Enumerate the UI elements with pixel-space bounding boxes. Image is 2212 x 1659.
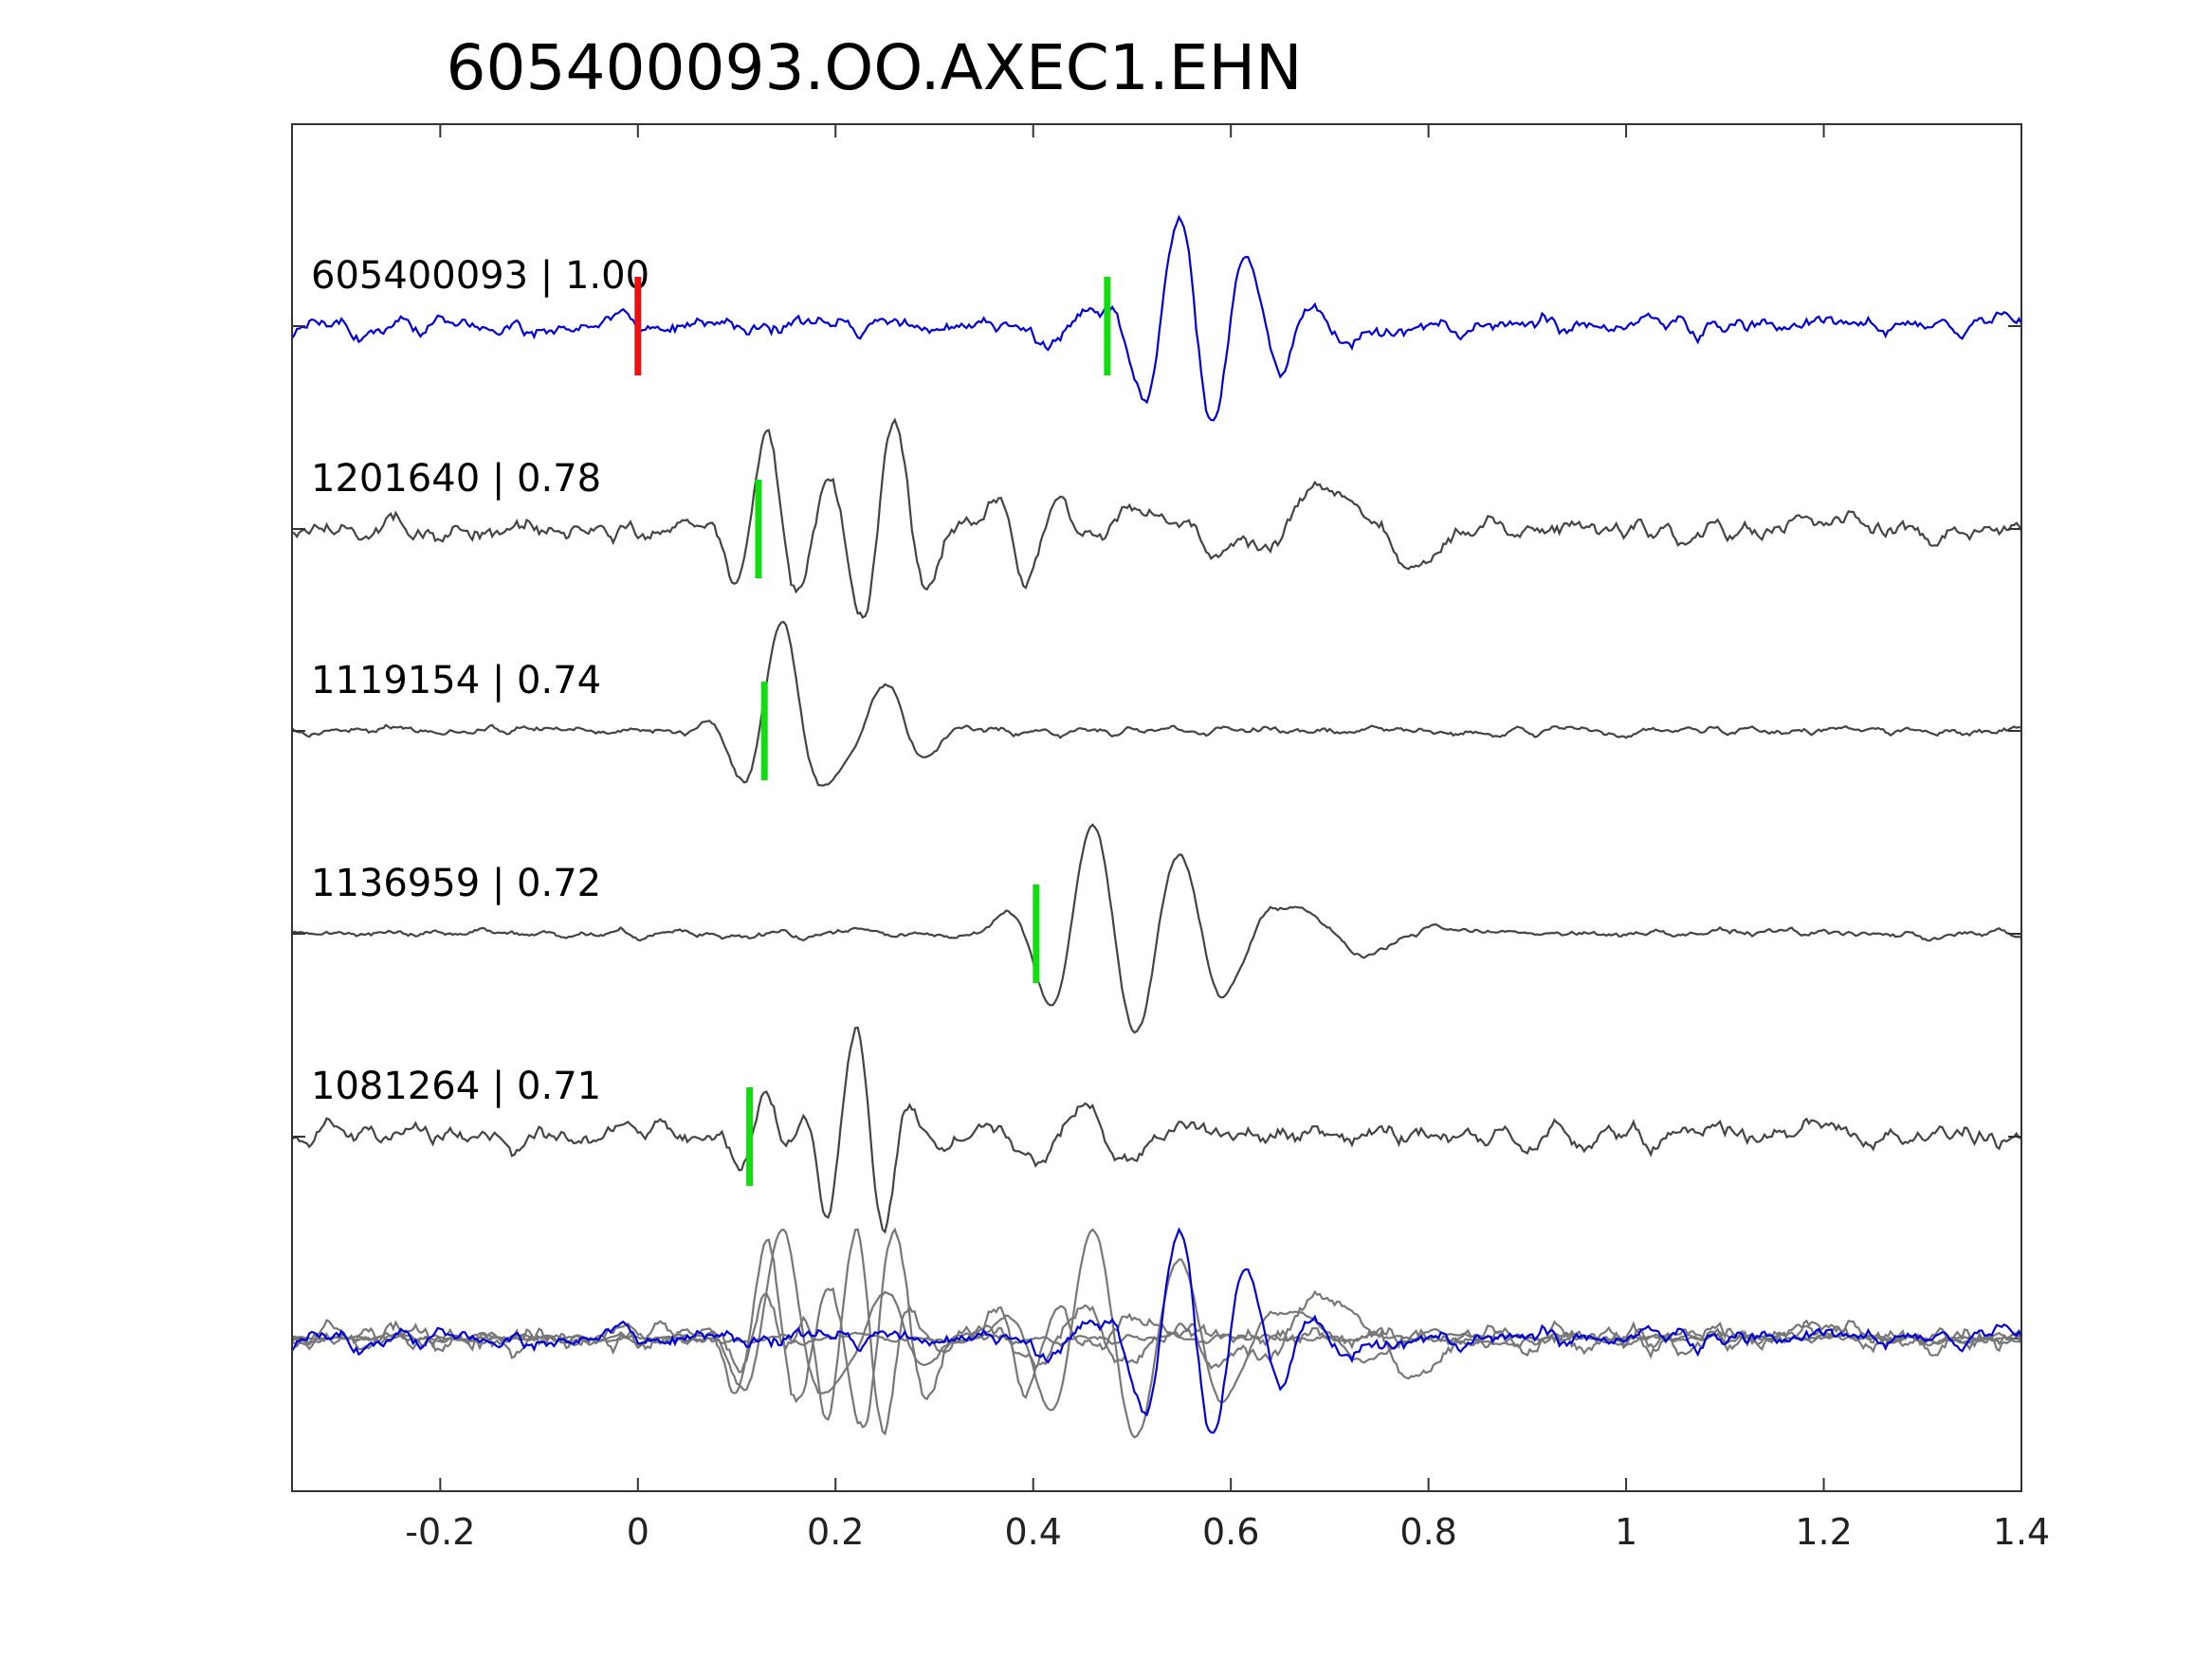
x-tick-label: 1.2 xyxy=(1795,1511,1852,1553)
overlay-stack xyxy=(291,1227,2022,1439)
trace-label: 1201640 | 0.78 xyxy=(311,457,601,501)
trace-2: 1201640 | 0.78 xyxy=(291,417,2022,619)
chart-title: 605400093.OO.AXEC1.EHN xyxy=(447,31,1303,104)
trace-line xyxy=(291,214,2022,422)
trace-4: 1136959 | 0.72 xyxy=(291,823,2022,1034)
trace-5: 1081264 | 0.71 xyxy=(291,1026,2022,1234)
axes-frame xyxy=(291,123,2022,1492)
trace-line xyxy=(291,823,2022,1034)
trace-line xyxy=(291,1026,2022,1234)
x-tick-label: 0.8 xyxy=(1399,1511,1456,1553)
overlay-trace xyxy=(291,1228,2022,1395)
trace-label: 1119154 | 0.74 xyxy=(311,659,601,702)
trace-label: 1081264 | 0.71 xyxy=(311,1065,601,1108)
x-tick-label: 1.4 xyxy=(1993,1511,2050,1553)
x-tick-label: 0.2 xyxy=(807,1511,864,1553)
overlay-trace xyxy=(291,1227,2022,1429)
overlay-trace xyxy=(291,1228,2022,1436)
plot-area: 605400093 | 1.00 1201640 | 0.78 1119154 | … xyxy=(291,214,2022,1439)
x-tick-label: 1 xyxy=(1615,1511,1637,1553)
trace-1: 605400093 | 1.00 xyxy=(291,214,2022,422)
trace-line xyxy=(291,620,2022,787)
x-axis: -0.2 0 0.2 0.4 0.6 0.8 1 1.2 1.4 xyxy=(405,124,2050,1553)
trace-label: 605400093 | 1.00 xyxy=(311,254,649,298)
overlay-main-trace xyxy=(291,1227,2022,1434)
x-tick-label: 0.6 xyxy=(1202,1511,1259,1553)
trace-label: 1136959 | 0.72 xyxy=(311,862,601,905)
x-tick-label: 0 xyxy=(627,1511,649,1553)
x-tick-label: 0.4 xyxy=(1004,1511,1061,1553)
x-tick-label: -0.2 xyxy=(405,1511,475,1553)
trace-line xyxy=(291,417,2022,619)
trace-3: 1119154 | 0.74 xyxy=(291,620,2022,787)
